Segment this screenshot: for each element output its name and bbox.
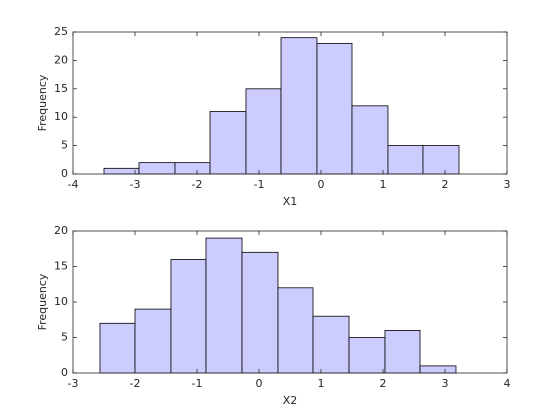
x-axis-label: X1 [283, 195, 298, 208]
y-axis-label: Frequency [36, 273, 49, 330]
y-tick-label: 20 [54, 53, 68, 66]
x-tick-label: -2 [130, 377, 141, 390]
x-tick-label: 0 [256, 377, 263, 390]
x-tick-label: 2 [442, 178, 449, 191]
bar [348, 337, 386, 374]
y-tick-label: 0 [61, 366, 68, 379]
x-tick-label: -1 [192, 377, 203, 390]
bar [134, 308, 172, 374]
y-tick-label: 15 [54, 82, 68, 95]
bar [419, 365, 457, 374]
axes-box [72, 31, 508, 175]
x-tick-label: 4 [504, 377, 511, 390]
bar [280, 37, 318, 175]
y-tick-label: 10 [54, 110, 68, 123]
x-tick-label: -2 [192, 178, 203, 191]
x-tick-label: 1 [318, 377, 325, 390]
bar [384, 329, 421, 374]
x-tick-label: 3 [504, 178, 511, 191]
bar [387, 145, 424, 175]
bar [99, 322, 136, 374]
y-tick-label: 0 [61, 167, 68, 180]
y-tick-label: 5 [61, 139, 68, 152]
x-tick-label: -3 [130, 178, 141, 191]
x-tick-label: -3 [68, 377, 79, 390]
x-tick-label: 1 [380, 178, 387, 191]
bar [422, 145, 460, 175]
y-tick-label: 10 [54, 295, 68, 308]
x-tick-label: 3 [442, 377, 449, 390]
x-axis-label: X2 [283, 394, 298, 407]
x-tick-label: -1 [254, 178, 265, 191]
bar [245, 88, 282, 175]
bar [209, 111, 247, 175]
bar [103, 167, 140, 175]
bar [138, 162, 176, 175]
y-tick-label: 5 [61, 331, 68, 344]
y-axis-label: Frequency [36, 74, 49, 131]
y-tick-label: 25 [54, 25, 68, 38]
x-tick-label: 0 [318, 178, 325, 191]
bar [316, 42, 353, 175]
bar [277, 287, 314, 374]
bar [174, 162, 211, 175]
bar [205, 237, 243, 374]
y-tick-label: 15 [54, 260, 68, 273]
bar [170, 258, 207, 374]
bar [351, 105, 389, 175]
x-tick-label: 2 [380, 377, 387, 390]
y-tick-label: 20 [54, 224, 68, 237]
bar [312, 315, 350, 374]
x-tick-label: -4 [68, 178, 79, 191]
bar [241, 251, 279, 374]
